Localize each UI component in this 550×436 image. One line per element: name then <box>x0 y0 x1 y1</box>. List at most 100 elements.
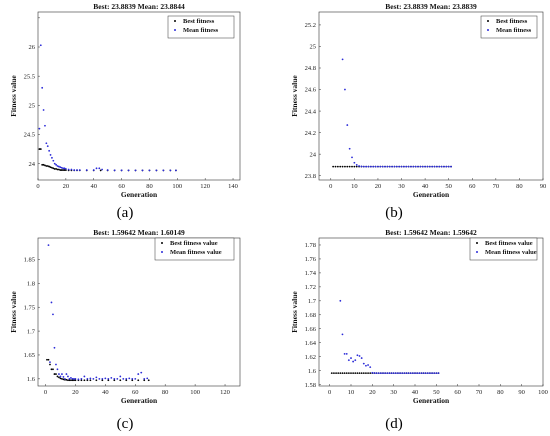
chart-b: Best: 23.8839 Mean: 23.8839 0 10 20 30 40 50 60… <box>290 2 547 199</box>
data-point <box>86 377 89 380</box>
data-point <box>49 154 52 156</box>
data-point <box>337 372 340 375</box>
legend-marker <box>174 29 176 31</box>
legend: Best fitness value Mean fitness value <box>154 237 235 261</box>
data-point <box>50 368 53 371</box>
data-point <box>155 169 158 172</box>
data-point <box>85 169 88 171</box>
y-tick-label: 24 <box>29 161 36 168</box>
data-point <box>382 372 384 375</box>
x-tick-label: 20 <box>369 389 376 396</box>
data-point <box>360 165 363 168</box>
legend-entry: Mean fitness <box>496 27 532 34</box>
data-point <box>373 372 376 374</box>
data-point <box>429 372 431 375</box>
x-tick-label: 10 <box>351 183 358 190</box>
x-tick-label: 90 <box>540 183 547 190</box>
y-tick-label: 26 <box>29 44 36 51</box>
y-tick-label: 1.58 <box>305 382 316 389</box>
data-point <box>134 377 137 380</box>
data-point <box>362 362 365 365</box>
x-tick-label: 70 <box>493 183 500 190</box>
data-point <box>86 379 89 382</box>
data-point <box>107 377 110 380</box>
data-point <box>334 165 337 168</box>
data-point <box>80 379 83 382</box>
data-point <box>98 377 101 380</box>
data-point <box>92 169 95 171</box>
data-point <box>333 372 335 375</box>
data-point <box>420 372 423 375</box>
data-point <box>62 376 65 378</box>
data-point <box>369 366 372 369</box>
caption-d: (d) <box>385 416 403 432</box>
data-point <box>377 372 380 375</box>
legend-entry: Best fitness value <box>170 240 218 247</box>
data-point <box>365 372 367 375</box>
x-tick-label: 30 <box>390 389 397 396</box>
data-point <box>339 299 342 302</box>
data-point <box>83 379 86 382</box>
data-point <box>47 358 50 361</box>
data-point <box>63 167 66 170</box>
data-point <box>384 165 386 168</box>
data-point <box>143 377 146 380</box>
data-point <box>41 86 44 89</box>
data-point <box>362 372 365 375</box>
data-point <box>62 378 65 381</box>
series-mean <box>341 58 452 168</box>
chart-panel-c: Best: 1.59642 Mean: 1.60149 0 20 40 60 80 100 1… <box>0 226 275 414</box>
data-point <box>402 165 405 168</box>
data-point <box>344 88 346 91</box>
data-point <box>113 379 116 382</box>
data-point <box>73 379 75 382</box>
data-point <box>141 169 144 172</box>
data-point <box>120 169 123 172</box>
data-point <box>44 164 46 167</box>
data-point <box>58 376 60 379</box>
data-point <box>53 373 56 375</box>
data-point <box>39 148 42 150</box>
data-point <box>386 165 389 168</box>
legend-marker <box>161 251 163 253</box>
data-point <box>77 378 80 381</box>
data-point <box>39 44 42 47</box>
x-tick-label: 40 <box>102 389 109 396</box>
y-axis-label: Fitness value <box>9 291 18 333</box>
legend-marker <box>487 20 489 22</box>
x-tick-label: 100 <box>538 389 548 396</box>
data-point <box>350 372 352 375</box>
data-point <box>435 372 438 375</box>
data-point <box>116 377 119 380</box>
x-tick-label: 20 <box>72 389 79 396</box>
series-best <box>38 148 177 172</box>
data-point <box>341 58 344 61</box>
data-point <box>422 372 425 375</box>
data-point <box>435 165 438 168</box>
data-point <box>38 148 41 150</box>
data-point <box>395 165 398 168</box>
data-point <box>400 165 403 168</box>
data-point <box>343 352 346 355</box>
data-point <box>339 165 342 168</box>
data-point <box>414 165 417 168</box>
data-point <box>346 165 349 168</box>
data-point <box>48 149 51 152</box>
x-axis-label: Generation <box>121 190 158 199</box>
data-point <box>407 165 410 168</box>
y-tick-label: 25.2 <box>305 22 316 29</box>
x-tick-label: 50 <box>433 389 440 396</box>
y-tick-label: 1.85 <box>24 257 35 264</box>
legend-entry: Mean fitness value <box>485 249 537 256</box>
data-point <box>56 368 59 371</box>
data-point <box>437 372 440 375</box>
y-tick-label: 24 <box>310 151 317 158</box>
data-point <box>352 360 355 363</box>
data-point <box>362 165 365 168</box>
data-point <box>355 165 358 168</box>
legend-box <box>480 15 538 39</box>
data-point <box>412 165 415 168</box>
data-point <box>450 165 452 168</box>
data-point <box>367 364 369 366</box>
data-point <box>356 372 359 375</box>
